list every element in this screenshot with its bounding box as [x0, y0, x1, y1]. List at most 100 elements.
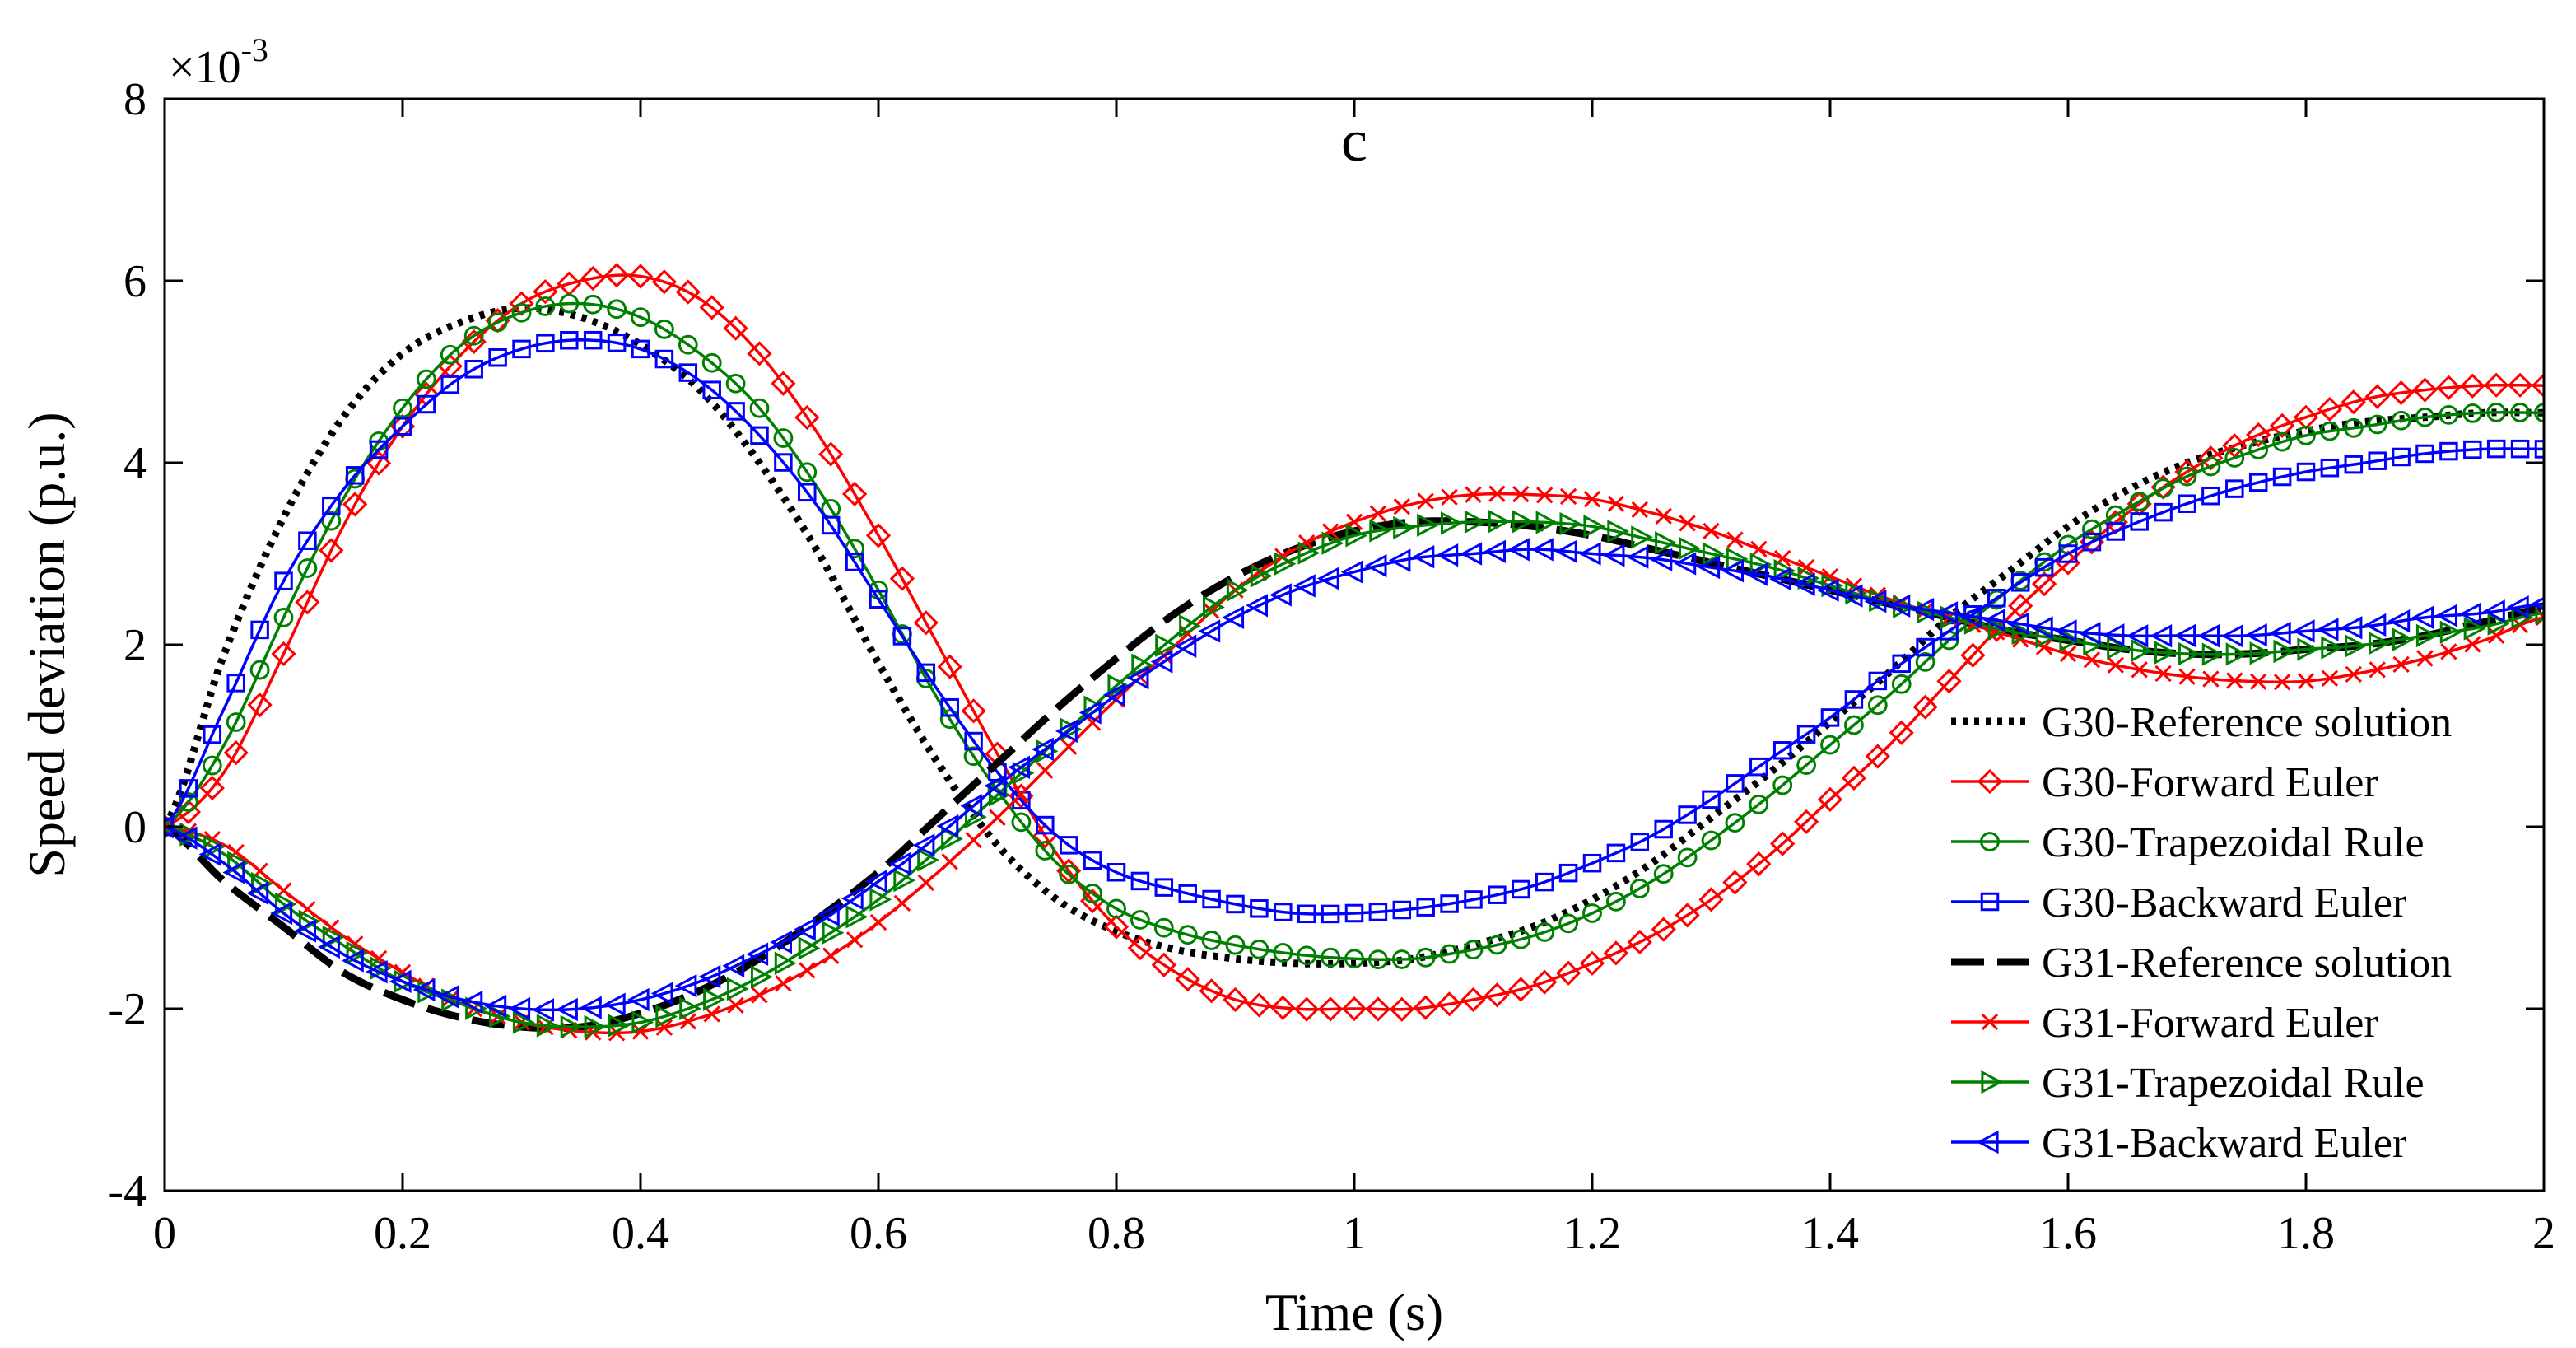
marker-triangle-right	[1345, 524, 1368, 548]
marker-triangle-right	[227, 851, 249, 875]
marker-triangle-right	[1655, 531, 1677, 555]
marker-triangle-right	[1679, 536, 1701, 561]
x-tick-label: 1.6	[2039, 1208, 2097, 1259]
marker-triangle-right	[274, 892, 297, 917]
marker-diamond	[1389, 996, 1414, 1022]
marker-diamond	[1151, 952, 1176, 977]
marker-square	[916, 663, 936, 683]
marker-triangle-left	[1626, 545, 1649, 569]
marker-square	[631, 339, 650, 359]
marker-circle	[1867, 695, 1888, 716]
marker-square	[2010, 573, 2030, 592]
marker-square	[1178, 884, 1197, 903]
marker-x	[1583, 491, 1601, 508]
marker-square	[2201, 486, 2220, 506]
marker-square	[2368, 451, 2387, 470]
marker-diamond	[247, 692, 273, 718]
marker-triangle-right	[560, 1014, 583, 1039]
marker-triangle-right	[1369, 519, 1392, 543]
marker-circle	[2201, 456, 2221, 477]
marker-triangle-left	[698, 964, 721, 989]
marker-triangle-left	[222, 861, 245, 884]
marker-square	[226, 674, 245, 693]
series-g31-backward-euler	[165, 538, 2544, 1022]
legend-label: G31-Forward Euler	[2042, 1000, 2378, 1047]
marker-diamond	[1579, 950, 1605, 976]
marker-diamond	[603, 263, 630, 288]
marker-x-stroke	[1583, 491, 1601, 508]
marker-triangle-right	[727, 977, 749, 1001]
y-exponent-base: ×10	[169, 42, 241, 93]
marker-circle	[1083, 884, 1102, 903]
marker-square	[821, 515, 841, 535]
marker-triangle-left	[318, 935, 340, 959]
series-markers	[165, 330, 2544, 924]
marker-triangle-right	[1773, 558, 1796, 583]
marker-diamond	[1722, 870, 1748, 895]
legend-item: G30-Reference solution	[1951, 699, 2452, 746]
legend-label: G30-Forward Euler	[2042, 759, 2378, 806]
marker-x-stroke	[2202, 670, 2220, 688]
marker-x-stroke	[1060, 738, 1078, 755]
marker-square	[702, 380, 721, 399]
marker-triangle-left	[2030, 616, 2053, 640]
marker-x	[1465, 486, 1482, 503]
marker-square	[2344, 455, 2364, 474]
marker-circle	[1321, 947, 1340, 968]
marker-triangle-left	[389, 969, 412, 994]
marker-x-stroke	[1797, 558, 1815, 576]
marker-x-stroke	[989, 809, 1006, 827]
marker-square	[583, 330, 603, 350]
chart-title: c	[1341, 108, 1367, 174]
marker-diamond	[675, 279, 701, 305]
marker-diamond	[2246, 422, 2271, 448]
marker-square	[1630, 833, 1650, 851]
marker-x-stroke	[751, 987, 768, 1004]
marker-circle	[1653, 864, 1674, 884]
marker-diamond	[2436, 375, 2462, 400]
marker-x-stroke	[1821, 567, 1839, 585]
marker-x	[1981, 1013, 1999, 1031]
marker-triangle-left	[1602, 543, 1625, 567]
marker-triangle-right	[1963, 611, 1987, 635]
marker-square	[203, 725, 222, 744]
marker-x-stroke	[941, 853, 958, 870]
legend-item: G30-Trapezoidal Rule	[1951, 819, 2425, 866]
marker-diamond	[1532, 969, 1558, 995]
marker-diamond	[699, 295, 724, 320]
marker-diamond	[1484, 982, 1510, 1008]
marker-triangle-left	[1674, 552, 1697, 576]
marker-triangle-left	[627, 987, 650, 1012]
marker-triangle-right	[679, 996, 702, 1021]
marker-x	[893, 894, 911, 912]
marker-triangle-right	[1274, 552, 1297, 576]
marker-square	[2178, 494, 2196, 513]
marker-triangle-right	[536, 1014, 559, 1038]
marker-triangle-left	[2506, 595, 2529, 619]
marker-diamond	[1508, 977, 1534, 1002]
marker-triangle-left	[1269, 583, 1292, 607]
marker-square	[417, 394, 436, 414]
marker-triangle-left	[1888, 594, 1911, 618]
marker-diamond	[1555, 960, 1581, 986]
marker-x-stroke	[1726, 531, 1744, 548]
marker-square	[1036, 815, 1055, 835]
marker-square	[1749, 757, 1768, 777]
marker-triangle-right	[512, 1010, 535, 1034]
y-axis-exponent: ×10-3	[169, 31, 268, 93]
marker-circle	[607, 299, 627, 320]
marker-circle	[725, 373, 746, 394]
marker-square	[2296, 462, 2316, 482]
marker-x	[1703, 522, 1720, 540]
marker-triangle-right	[1179, 614, 1201, 638]
marker-x-stroke	[2488, 627, 2505, 645]
marker-triangle-left	[175, 826, 198, 850]
marker-diamond	[937, 654, 962, 679]
x-tick-label: 1.2	[1563, 1208, 1621, 1259]
marker-x-stroke	[2226, 672, 2243, 689]
marker-triangle-left	[1388, 548, 1411, 572]
marker-x	[1607, 495, 1625, 512]
marker-triangle-right	[1559, 511, 1582, 536]
marker-x	[799, 962, 816, 979]
